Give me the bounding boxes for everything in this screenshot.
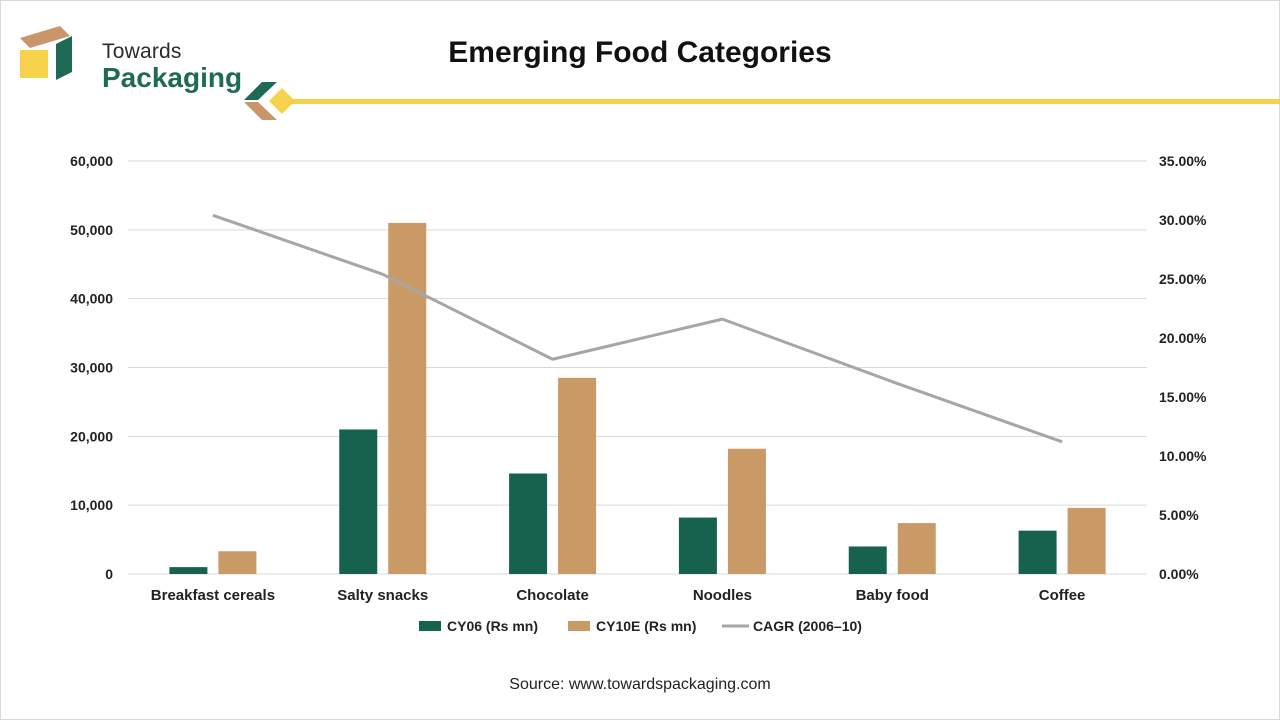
brand-name-line2: Packaging <box>102 62 243 93</box>
left-axis-tick-label: 60,000 <box>70 153 113 169</box>
legend: CY06 (Rs mn) CY10E (Rs mn) CAGR (2006–10) <box>419 618 862 634</box>
title-divider <box>244 82 1280 120</box>
legend-label: CY06 (Rs mn) <box>447 618 538 634</box>
divider-tan-chevron <box>244 102 277 120</box>
logo-box-icon <box>20 26 72 80</box>
category-label: Breakfast cereals <box>151 587 275 604</box>
chart-title: Emerging Food Categories <box>448 36 832 69</box>
left-axis-tick-label: 10,000 <box>70 497 113 513</box>
legend-label: CAGR (2006–10) <box>753 618 862 634</box>
right-axis-tick-label: 0.00% <box>1159 566 1199 582</box>
bar-cy10e <box>558 377 597 574</box>
left-axis-tick-label: 20,000 <box>70 428 113 444</box>
left-axis-ticks: 0 10,000 20,000 30,000 40,000 50,000 60,000 <box>70 153 113 582</box>
category-label: Chocolate <box>516 587 589 604</box>
bar-cy06 <box>339 429 378 574</box>
divider-green-chevron <box>244 82 277 100</box>
brand-name-line1: Towards <box>102 40 182 63</box>
gridlines <box>128 160 1147 575</box>
right-axis-tick-label: 10.00% <box>1159 448 1207 464</box>
bar-cy10e <box>897 523 936 574</box>
bar-cy06 <box>509 473 548 574</box>
category-labels: Breakfast cereals Salty snacks Chocolate No… <box>151 587 1086 604</box>
chart-title-wrap: Emerging Food Categories <box>0 36 1280 70</box>
category-label: Coffee <box>1039 587 1086 604</box>
left-axis-tick-label: 40,000 <box>70 291 113 307</box>
bar-cy10e <box>727 448 766 574</box>
category-label: Salty snacks <box>337 587 428 604</box>
left-axis-tick-label: 50,000 <box>70 222 113 238</box>
left-axis-tick-label: 0 <box>105 566 113 582</box>
category-label: Baby food <box>856 587 929 604</box>
right-axis-tick-label: 35.00% <box>1159 153 1207 169</box>
right-axis-tick-label: 15.00% <box>1159 389 1207 405</box>
right-axis-tick-label: 30.00% <box>1159 212 1207 228</box>
brand-logo: Towards Packaging <box>18 20 258 93</box>
source-note: Source: www.towardspackaging.com <box>509 676 771 693</box>
cagr-line <box>212 213 1063 444</box>
bar-cy06 <box>678 517 717 574</box>
bar-cy06 <box>169 567 208 574</box>
bar-cy10e <box>1067 507 1106 574</box>
right-axis-tick-label: 5.00% <box>1159 507 1199 523</box>
bar-marks <box>169 222 1106 574</box>
bar-cy10e <box>218 551 257 574</box>
bar-cy06 <box>848 546 887 574</box>
right-axis-tick-label: 20.00% <box>1159 330 1207 346</box>
line-marks <box>212 213 1063 444</box>
divider-diamond <box>269 88 295 114</box>
left-axis-tick-label: 30,000 <box>70 360 113 376</box>
legend-swatch <box>419 621 441 631</box>
right-axis-ticks: 0.00% 5.00% 10.00% 15.00% 20.00% 25.00% 30.00%… <box>1159 153 1207 582</box>
legend-label: CY10E (Rs mn) <box>596 618 696 634</box>
bar-cy06 <box>1018 530 1057 574</box>
bar-cy10e <box>388 222 427 574</box>
category-label: Noodles <box>693 587 752 604</box>
right-axis-tick-label: 25.00% <box>1159 271 1207 287</box>
legend-swatch <box>568 621 590 631</box>
divider-line <box>290 99 1280 104</box>
